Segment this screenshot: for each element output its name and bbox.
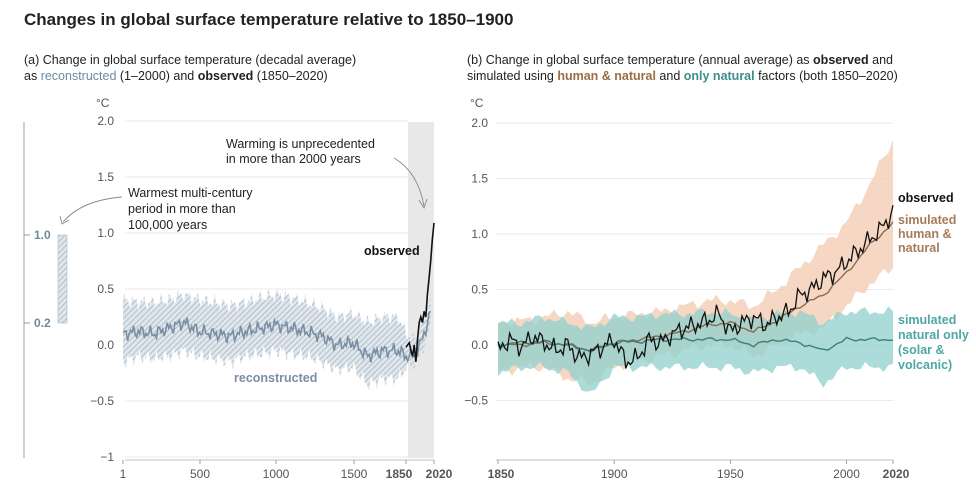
warmest-period-bar [57, 234, 68, 324]
y-tick-label-b: 0.5 [471, 283, 488, 297]
panel-a: °C 2.01.51.00.50.0−0.5−1 1 500 1000 1500 185… [23, 96, 453, 481]
x-tick-label-a: 2020 [426, 467, 453, 481]
arrow-head-warmest-icon [59, 215, 70, 225]
y-tick-label-b: −0.5 [464, 394, 488, 408]
panel-a-sub2-obs: observed [198, 69, 254, 83]
x-tick-label-a: 1000 [263, 467, 290, 481]
x-tick-label-a: 1500 [341, 467, 368, 481]
x-tick-label-a: 1 [120, 467, 127, 481]
bar-bottom-label: 0.2 [34, 316, 51, 330]
panel-a-subtitle-line1: (a) Change in global surface temperature… [24, 53, 356, 67]
panel-a-y-ticks: 2.0 1.5 1.0 0.5 0.0 −0.5 −1 [90, 114, 114, 464]
panel-b-sub2-suffix: factors (both 1850–2020) [755, 69, 898, 83]
bar-top-label: 1.0 [34, 228, 51, 242]
figure-title: Changes in global surface temperature re… [24, 10, 513, 29]
annotation-warmest-line1: Warmest multi-century [128, 186, 253, 200]
arrow-head-warming-icon [418, 198, 428, 210]
x-tick-label-a: 1850 [386, 467, 413, 481]
x-tick-label-b: 1900 [601, 467, 628, 481]
panel-a-subtitle-line2: as reconstructed (1–2000) and observed (… [24, 69, 328, 83]
panel-b-unit: °C [470, 96, 484, 110]
panel-b-sub2-prefix: simulated using [467, 69, 557, 83]
panel-a-sub2-prefix: as [24, 69, 41, 83]
x-tick-label-b: 1950 [717, 467, 744, 481]
y-tick-label-b: 2.0 [471, 116, 488, 130]
annotation-warmest-line3: 100,000 years [128, 218, 207, 232]
legend-human-1: simulated [898, 213, 956, 227]
y-tick-label-a: 0.0 [97, 338, 114, 352]
annotation-warmest-arrow [62, 196, 123, 223]
x-tick-label-b: 2000 [833, 467, 860, 481]
panel-a-gridlines [125, 120, 408, 458]
x-tick-label-a: 500 [190, 467, 210, 481]
y-tick-label-b: 1.5 [471, 172, 488, 186]
panel-a-x-ticks: 1 500 1000 1500 1850 2020 [120, 459, 453, 481]
y-tick-label-a: 1.0 [97, 226, 114, 240]
x-tick-label-b: 1850 [488, 467, 515, 481]
y-tick-label-a: 1.5 [97, 170, 114, 184]
y-tick-label-a: −0.5 [90, 394, 114, 408]
legend-natural-2: natural only [898, 328, 969, 342]
y-tick-label-a: −1 [100, 450, 114, 464]
panel-b-y-ticks: 2.0 1.5 1.0 0.5 0.0 −0.5 [464, 116, 488, 408]
y-tick-label-a: 0.5 [97, 282, 114, 296]
panel-b-sub1-prefix: (b) Change in global surface temperature… [467, 53, 813, 67]
panel-a-sub2-suffix: (1850–2020) [253, 69, 327, 83]
panel-b-sub1-obs: observed [813, 53, 869, 67]
panel-a-unit: °C [96, 96, 110, 110]
observed-line-a [405, 222, 435, 362]
annotation-warming-arrow [393, 157, 425, 207]
panel-b-x-ticks: 1850 1900 1950 2000 2020 [488, 459, 910, 481]
observed-line-b [497, 204, 894, 369]
panel-b-sub2-mid: and [656, 69, 684, 83]
legend-natural-1: simulated [898, 313, 956, 327]
panel-a-sub2-mid: (1–2000) and [116, 69, 197, 83]
panel-a-shading [408, 122, 434, 458]
panel-b: °C 2.0 1.5 1.0 0.5 0.0 −0.5 1850 1900 1950 2000 2… [464, 96, 969, 481]
panel-b-sub2-human: human & natural [557, 69, 656, 83]
legend-natural-4: volcanic) [898, 358, 952, 372]
legend-natural-3: (solar & [898, 343, 945, 357]
legend-human-2: human & [898, 227, 951, 241]
label-observed-a: observed [364, 244, 420, 258]
reconstructed-line [122, 310, 432, 364]
annotation-warming-line1: Warming is unprecedented [226, 137, 375, 151]
legend-human-3: natural [898, 241, 940, 255]
panel-b-subtitle-line2: simulated using human & natural and only… [467, 69, 898, 83]
panel-b-subtitle-line1: (b) Change in global surface temperature… [467, 53, 893, 67]
panel-a-sub2-recon: reconstructed [41, 69, 117, 83]
annotation-warming-line2: in more than 2000 years [226, 152, 361, 166]
natural-only-uncertainty-band [498, 306, 893, 392]
panel-b-sub1-suffix: and [869, 53, 893, 67]
y-tick-label-b: 0.0 [471, 338, 488, 352]
y-tick-label-a: 2.0 [97, 114, 114, 128]
legend-observed: observed [898, 191, 954, 205]
annotation-warmest-line2: period in more than [128, 202, 236, 216]
y-tick-label-b: 1.0 [471, 227, 488, 241]
label-reconstructed: reconstructed [234, 371, 317, 385]
panel-b-sub2-natural: only natural [684, 69, 755, 83]
reconstructed-uncertainty-band [123, 287, 431, 390]
x-tick-label-b: 2020 [883, 467, 910, 481]
